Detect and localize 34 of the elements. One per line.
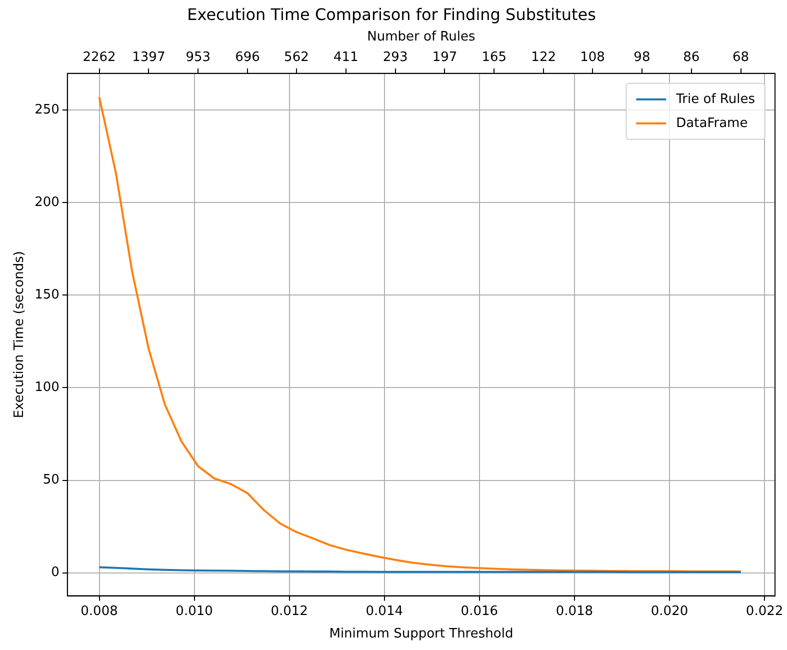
x-tick-label: 0.012 <box>270 604 308 619</box>
annotation: 68 <box>732 50 750 65</box>
annotation: 197 <box>432 50 458 65</box>
annotation: 953 <box>186 50 211 65</box>
annotation: 2262 <box>82 50 116 65</box>
x-tick-label: 0.022 <box>746 604 784 619</box>
annotation: 165 <box>482 50 507 65</box>
annotation: 86 <box>683 50 700 65</box>
y-tick-label: 100 <box>34 380 60 396</box>
annotation: 293 <box>382 50 408 65</box>
x-tick-label: 0.008 <box>80 604 118 619</box>
x-tick-label: 0.010 <box>176 604 213 619</box>
y-tick-label: 250 <box>34 102 60 118</box>
y-tick-label: 50 <box>42 472 60 488</box>
y-tick-label: 0 <box>51 565 60 580</box>
chart-title: Execution Time Comparison for Finding Substitutes <box>187 4 596 24</box>
x-axis-title: Minimum Support Threshold <box>329 626 514 642</box>
annotation: 411 <box>333 50 358 65</box>
annotation: 1397 <box>132 50 166 65</box>
annotation: 108 <box>580 50 605 65</box>
legend-label: DataFrame <box>676 116 748 131</box>
x-tick-label: 0.016 <box>460 604 498 619</box>
x-tick-label: 0.020 <box>650 604 688 619</box>
legend-label: Trie of Rules <box>675 92 756 107</box>
annotation: 562 <box>284 50 309 65</box>
x-tick-label: 0.014 <box>366 604 403 619</box>
annotation: 98 <box>634 50 650 65</box>
y-tick-label: 200 <box>34 194 60 210</box>
y-axis-title: Execution Time (seconds) <box>12 251 28 418</box>
y-tick-label: 150 <box>34 288 60 303</box>
x2-axis-title: Number of Rules <box>367 29 476 44</box>
x-tick-label: 0.018 <box>556 604 594 619</box>
annotation: 122 <box>531 50 556 65</box>
annotation: 696 <box>235 50 260 65</box>
